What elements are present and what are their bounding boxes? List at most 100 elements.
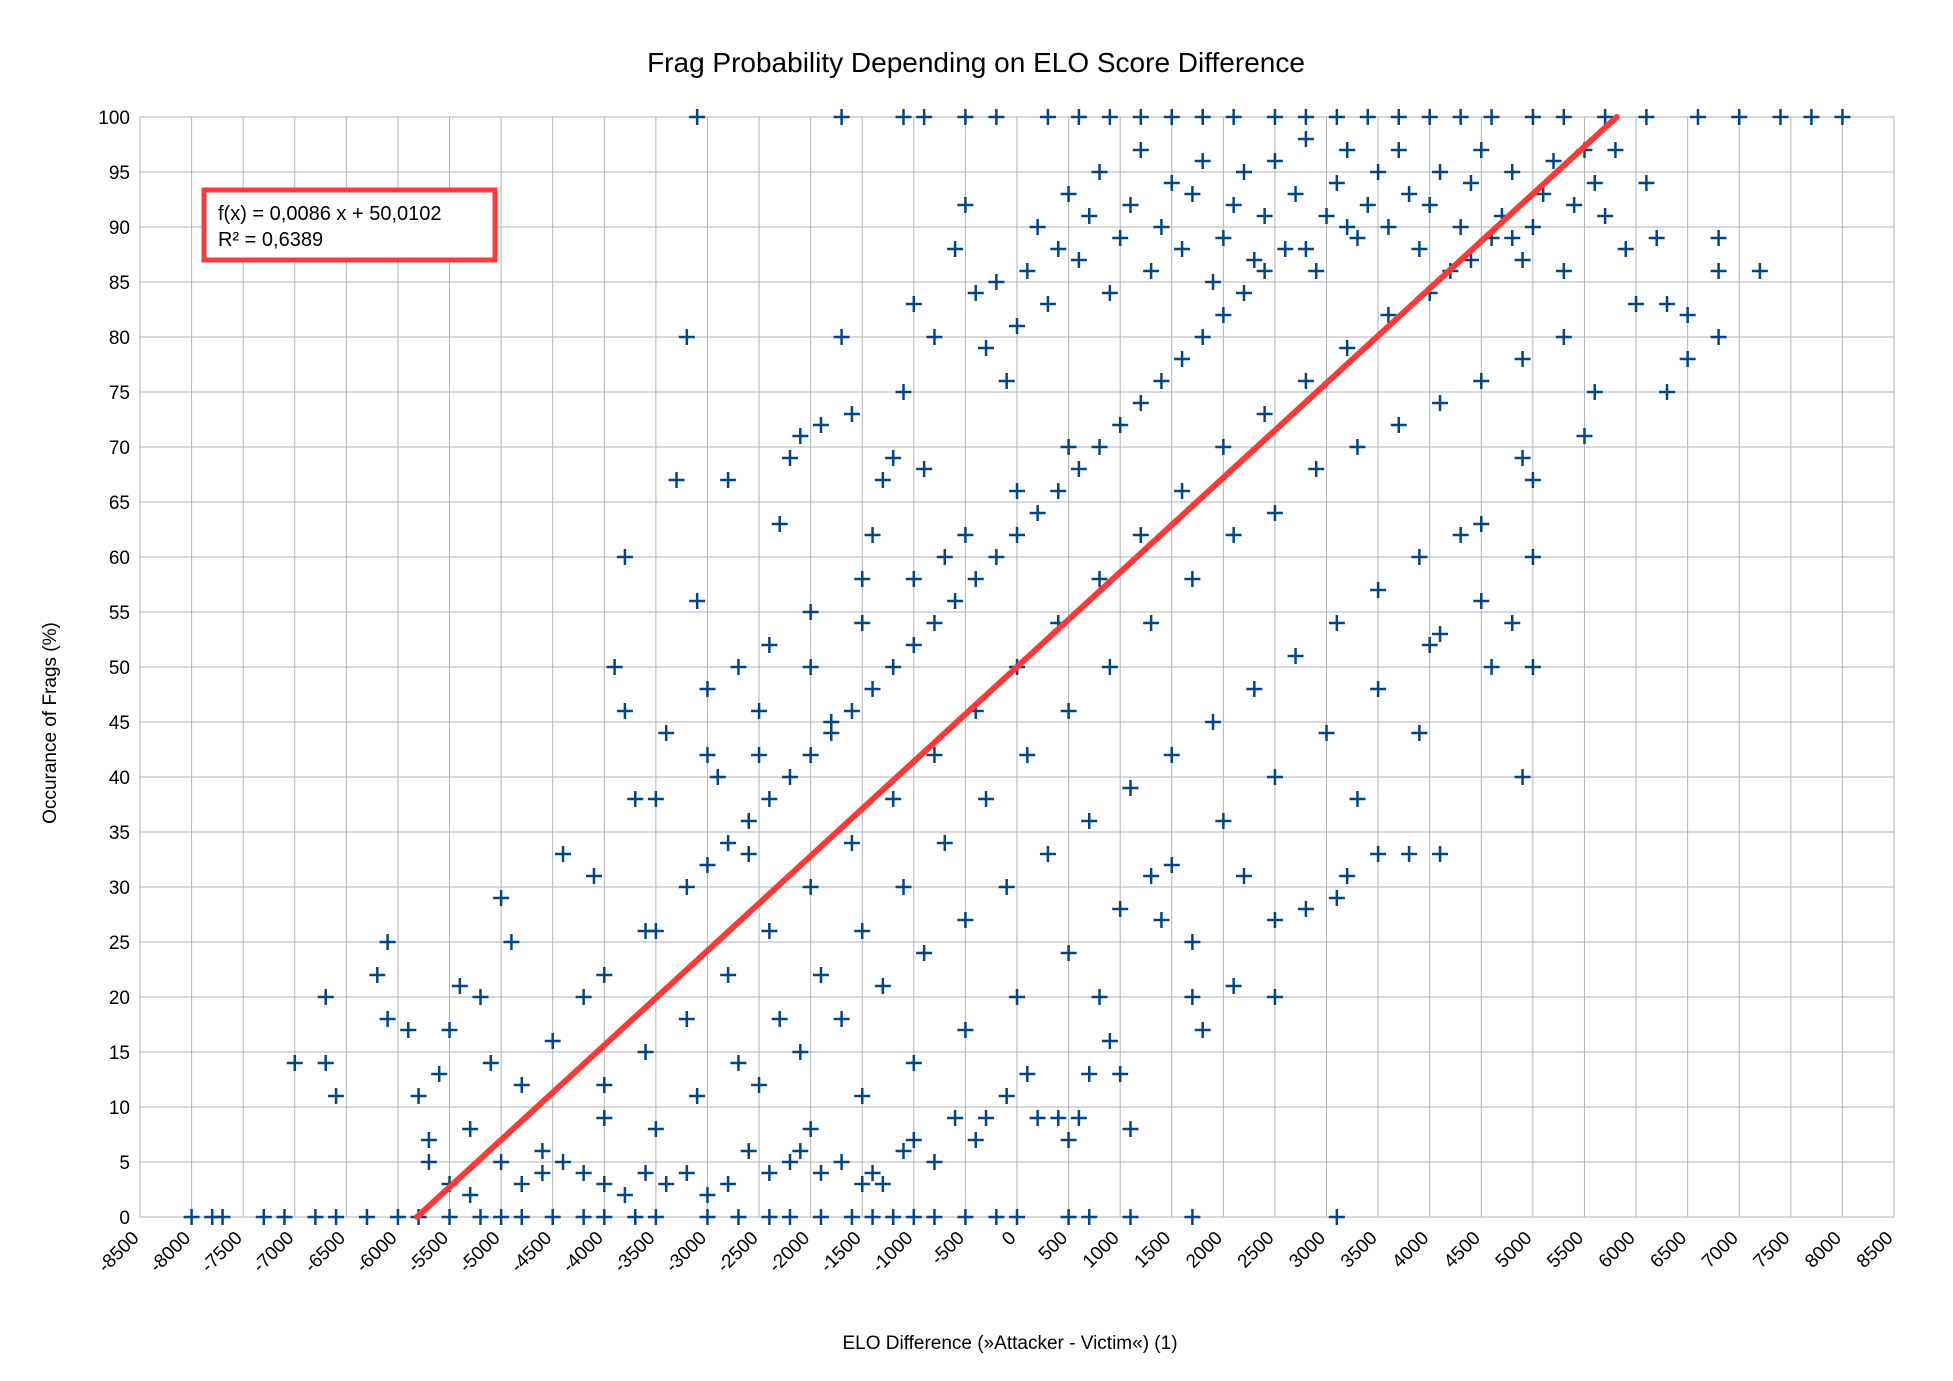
y-tick-label: 25: [109, 933, 130, 954]
data-point: [1266, 769, 1283, 785]
data-point: [1174, 241, 1191, 257]
data-point: [947, 241, 964, 257]
data-point: [1215, 439, 1232, 455]
data-point: [1555, 109, 1572, 125]
data-point: [699, 1187, 716, 1203]
data-point: [1060, 439, 1077, 455]
data-point: [493, 1209, 510, 1225]
data-point: [1081, 1209, 1098, 1225]
data-point: [1504, 230, 1521, 246]
data-point: [482, 1055, 499, 1071]
data-point: [1524, 659, 1541, 675]
data-point: [1473, 142, 1490, 158]
y-tick-label: 30: [109, 878, 130, 899]
equation-box-border: [201, 187, 498, 263]
data-point: [1091, 571, 1108, 587]
data-point: [1091, 439, 1108, 455]
data-point: [1122, 1121, 1139, 1137]
data-point: [936, 549, 953, 565]
data-point: [905, 296, 922, 312]
data-point: [823, 725, 840, 741]
data-point: [1112, 1066, 1129, 1082]
data-point: [1163, 175, 1180, 191]
trendline-equation-box: f(x) = 0,0086 x + 50,0102 R² = 0,6389: [201, 187, 498, 263]
data-point: [214, 1209, 231, 1225]
data-point: [1514, 769, 1531, 785]
data-point: [1143, 868, 1160, 884]
data-point: [957, 109, 974, 125]
data-point: [1339, 219, 1356, 235]
y-tick-label: 5: [119, 1153, 130, 1174]
data-point: [947, 593, 964, 609]
data-point: [1339, 142, 1356, 158]
data-point: [967, 1132, 984, 1148]
data-point: [513, 1077, 530, 1093]
data-point: [1266, 109, 1283, 125]
data-point: [926, 615, 943, 631]
data-point: [400, 1022, 417, 1038]
data-point: [1215, 230, 1232, 246]
data-point: [905, 1055, 922, 1071]
data-point: [328, 1088, 345, 1104]
data-point: [637, 1165, 654, 1181]
data-point: [957, 1209, 974, 1225]
data-point: [493, 890, 510, 906]
data-point: [1174, 351, 1191, 367]
data-point: [1081, 1066, 1098, 1082]
data-point: [1390, 142, 1407, 158]
data-point: [307, 1209, 324, 1225]
data-point: [988, 274, 1005, 290]
data-point: [1163, 747, 1180, 763]
data-point: [1019, 263, 1036, 279]
data-point: [575, 1209, 592, 1225]
data-point: [1370, 846, 1387, 862]
data-point: [606, 659, 623, 675]
data-point: [1731, 109, 1748, 125]
data-point: [1060, 186, 1077, 202]
data-point: [967, 285, 984, 301]
data-point: [947, 1110, 964, 1126]
data-point: [1132, 109, 1149, 125]
data-point: [720, 835, 737, 851]
data-point: [1328, 1209, 1345, 1225]
data-point: [1689, 109, 1706, 125]
data-point: [1225, 978, 1242, 994]
data-point: [585, 868, 602, 884]
data-point: [998, 1088, 1015, 1104]
data-point: [1266, 505, 1283, 521]
data-point: [1256, 208, 1273, 224]
y-tick-label: 100: [98, 108, 130, 129]
data-point: [1462, 175, 1479, 191]
data-point: [183, 1209, 200, 1225]
data-point: [1297, 241, 1314, 257]
data-point: [1019, 1066, 1036, 1082]
data-point: [575, 1165, 592, 1181]
data-point: [699, 857, 716, 873]
data-point: [1184, 571, 1201, 587]
data-point: [1009, 483, 1025, 499]
data-point: [1101, 1033, 1118, 1049]
data-point: [1153, 219, 1170, 235]
data-point: [833, 1011, 850, 1027]
data-point: [988, 549, 1005, 565]
data-point: [647, 1209, 664, 1225]
data-point: [1112, 230, 1129, 246]
data-point: [740, 846, 757, 862]
data-point: [1710, 230, 1727, 246]
data-point: [1194, 153, 1211, 169]
data-point: [596, 1209, 613, 1225]
data-point: [905, 637, 922, 653]
data-point: [1081, 208, 1098, 224]
data-point: [874, 1176, 891, 1192]
data-point: [1225, 527, 1242, 543]
data-point: [957, 1022, 974, 1038]
data-point: [1277, 241, 1294, 257]
data-point: [544, 1209, 561, 1225]
data-point: [1235, 285, 1252, 301]
data-point: [1772, 109, 1789, 125]
data-point: [1205, 274, 1222, 290]
data-point: [854, 923, 871, 939]
data-point: [513, 1209, 530, 1225]
data-point: [637, 1044, 654, 1060]
data-point: [1576, 428, 1593, 444]
